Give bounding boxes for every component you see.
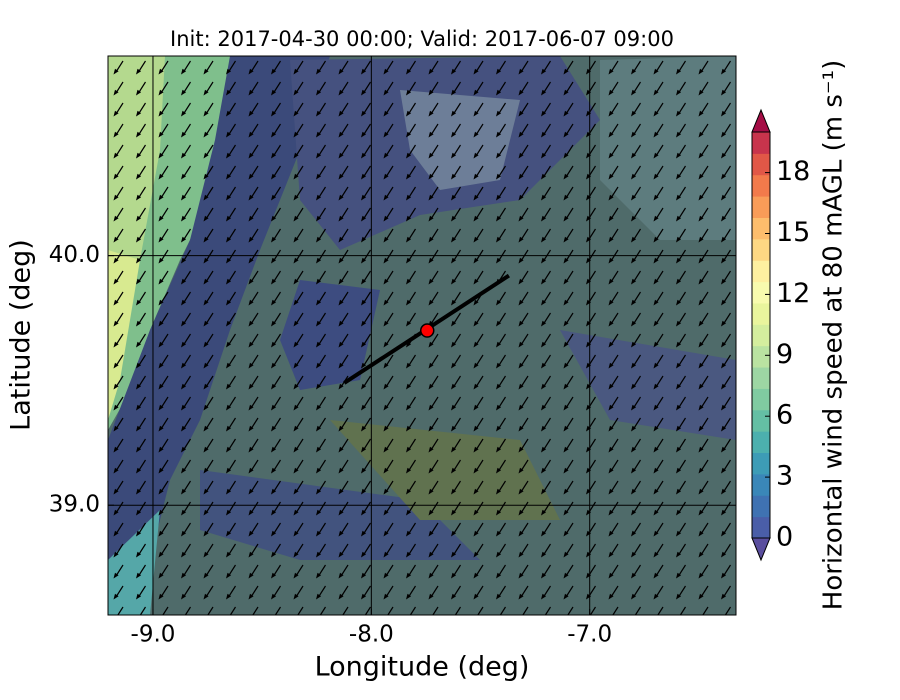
colorbar-frame — [751, 131, 771, 539]
colorbar-swatch — [752, 132, 770, 154]
wind-field — [108, 56, 736, 615]
colorbar-swatch — [752, 473, 770, 496]
plot-frame — [107, 55, 737, 616]
colorbar-swatch — [752, 196, 770, 218]
site-point — [419, 323, 435, 338]
y-tick-label: 40.0 — [49, 242, 100, 268]
x-tick-label: -7.0 — [567, 622, 612, 648]
colorbar-swatch — [752, 409, 770, 432]
colorbar-swatch — [752, 388, 770, 411]
colorbar-tick-label: 12 — [776, 278, 810, 309]
marks — [343, 273, 510, 385]
colorbar-swatch — [752, 217, 770, 240]
colorbar-swatch — [752, 431, 770, 454]
x-tick-label: -9.0 — [131, 622, 176, 648]
colorbar-swatch — [752, 238, 770, 261]
y-axis-label: Latitude (deg) — [6, 239, 37, 431]
colorbar — [751, 108, 771, 562]
colorbar-swatch — [752, 495, 770, 518]
colorbar-swatch — [752, 302, 770, 325]
colorbar-tick-label: 15 — [776, 217, 810, 248]
colorbar-label: Horizontal wind speed at 80 mAGL (m s⁻¹) — [819, 60, 849, 610]
colorbar-tick-label: 0 — [776, 522, 793, 553]
y-tick-label: 39.0 — [49, 492, 100, 518]
grid — [108, 56, 736, 615]
x-tick-label: -8.0 — [349, 622, 394, 648]
colorbar-swatch — [752, 153, 770, 176]
colorbar-swatch — [752, 516, 770, 539]
colorbar-swatch — [752, 452, 770, 475]
colorbar-swatch — [752, 345, 770, 368]
colorbar-tick-label: 3 — [776, 461, 793, 492]
colorbar-swatch — [752, 260, 770, 283]
colorbar-swatch — [752, 367, 770, 389]
colorbar-tick-label: 6 — [776, 400, 793, 431]
colorbar-swatch — [752, 281, 770, 304]
colorbar-tick-label: 9 — [776, 339, 793, 370]
colorbar-extend-high — [751, 108, 771, 133]
colorbar-swatch — [752, 174, 770, 197]
colorbar-tick-label: 18 — [776, 156, 810, 187]
chart-title: Init: 2017-04-30 00:00; Valid: 2017-06-0… — [170, 27, 674, 51]
colorbar-swatch — [752, 324, 770, 347]
x-axis-label: Longitude (deg) — [315, 652, 530, 683]
colorbar-extend-low — [751, 537, 771, 562]
